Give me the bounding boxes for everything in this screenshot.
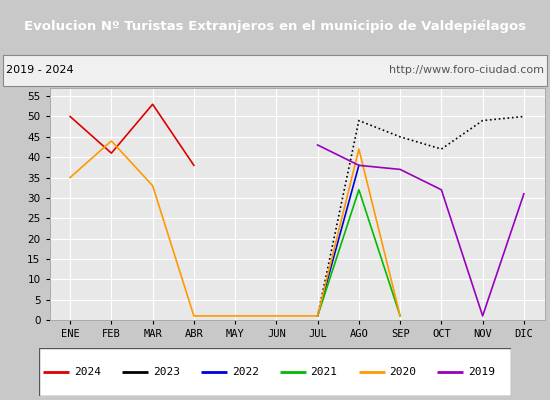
Text: 2020: 2020 [389,367,416,377]
Text: Evolucion Nº Turistas Extranjeros en el municipio de Valdepiélagos: Evolucion Nº Turistas Extranjeros en el … [24,19,526,33]
Text: 2022: 2022 [232,367,258,377]
Text: 2021: 2021 [310,367,338,377]
Text: http://www.foro-ciudad.com: http://www.foro-ciudad.com [389,65,544,75]
Text: 2019: 2019 [468,367,495,377]
FancyBboxPatch shape [39,348,512,396]
Text: 2023: 2023 [153,367,180,377]
Text: 2024: 2024 [74,367,101,377]
FancyBboxPatch shape [3,54,547,86]
Text: 2019 - 2024: 2019 - 2024 [6,65,73,75]
